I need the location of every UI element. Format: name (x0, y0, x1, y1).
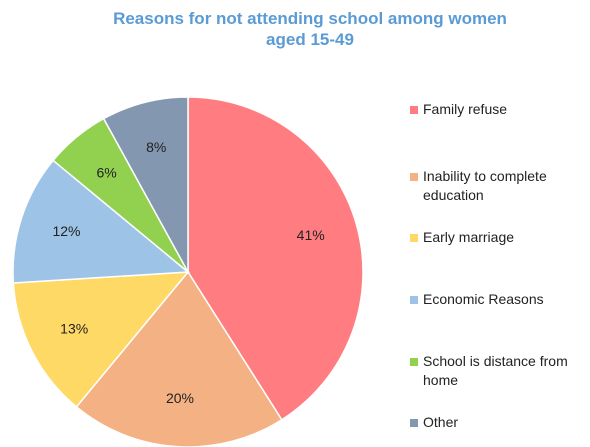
pie-slice-0 (187, 96, 364, 421)
pie-slice-label-1: 20% (166, 390, 194, 406)
chart-legend: Family refuse Inability to complete educat… (410, 0, 590, 447)
pie-slice-3 (12, 159, 190, 284)
legend-label-2: Early marriage (423, 229, 515, 245)
legend-label-5: Other (423, 414, 459, 430)
legend-swatch-3 (410, 296, 418, 304)
legend-label-1: Inability to complete education (423, 168, 547, 203)
pie-chart: 41% 20% 13% 12% 6% 8% (12, 96, 364, 447)
pie-slice-label-4: 6% (96, 164, 116, 180)
pie-slice-label-0: 41% (297, 227, 325, 243)
legend-swatch-2 (410, 234, 418, 242)
pie-slice-5 (102, 96, 189, 273)
legend-label-3: Economic Reasons (423, 291, 544, 307)
legend-swatch-5 (410, 419, 418, 427)
legend-label-0: Family refuse (423, 101, 508, 117)
pie-slice-2 (12, 271, 190, 408)
legend-swatch-4 (410, 358, 418, 366)
legend-label-4: School is distance from home (423, 353, 568, 388)
chart-title-line-1: Reasons for not attending school among w… (113, 9, 507, 28)
pie-slice-label-2: 13% (60, 321, 88, 337)
chart-title-line-2: aged 15-49 (266, 30, 354, 49)
chart-title: Reasons for not attending school among w… (0, 8, 590, 50)
pie-slice-label-3: 12% (52, 223, 80, 239)
pie-slice-label-5: 8% (146, 139, 166, 155)
legend-swatch-1 (410, 173, 418, 181)
legend-swatch-0 (410, 106, 418, 114)
